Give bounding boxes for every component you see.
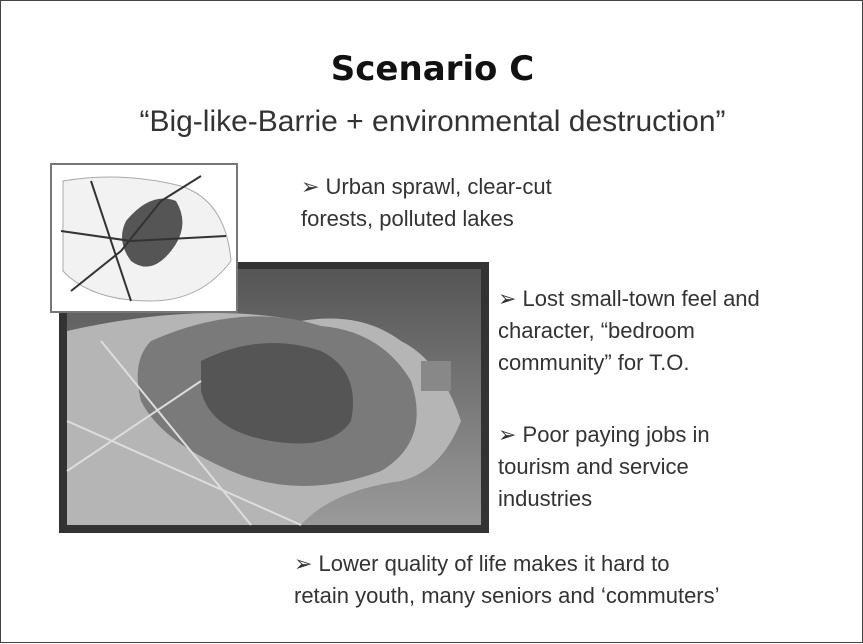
aerial-photo [59,262,489,533]
bullet-line: ➢ Poor paying jobs in [498,422,710,447]
bullet-line: retain youth, many seniors and ‘commuter… [294,583,720,608]
bullet: ➢ Urban sprawl, clear-cut forests, pollu… [301,171,552,235]
bullet-line: character, “bedroom [498,318,695,343]
bullet: ➢ Lower quality of life makes it hard to… [294,548,720,612]
bullet-line: forests, polluted lakes [301,206,514,231]
bullet-line: ➢ Urban sprawl, clear-cut [301,174,552,199]
bullet-line: industries [498,486,593,511]
title: Scenario C [330,49,535,89]
map-image [50,163,238,313]
bullet: ➢ Lost small-town feel and character, “b… [498,283,760,379]
bullet-line: tourism and service [498,454,689,479]
bullet-line: ➢ Lower quality of life makes it hard to [294,551,670,576]
bullet-line: ➢ Lost small-town feel and [498,286,760,311]
bullet: ➢ Poor paying jobs in tourism and servic… [498,419,710,515]
bullet-line: community” for T.O. [498,350,690,375]
subtitle: “Big-like-Barrie + environmental destruc… [139,105,726,138]
